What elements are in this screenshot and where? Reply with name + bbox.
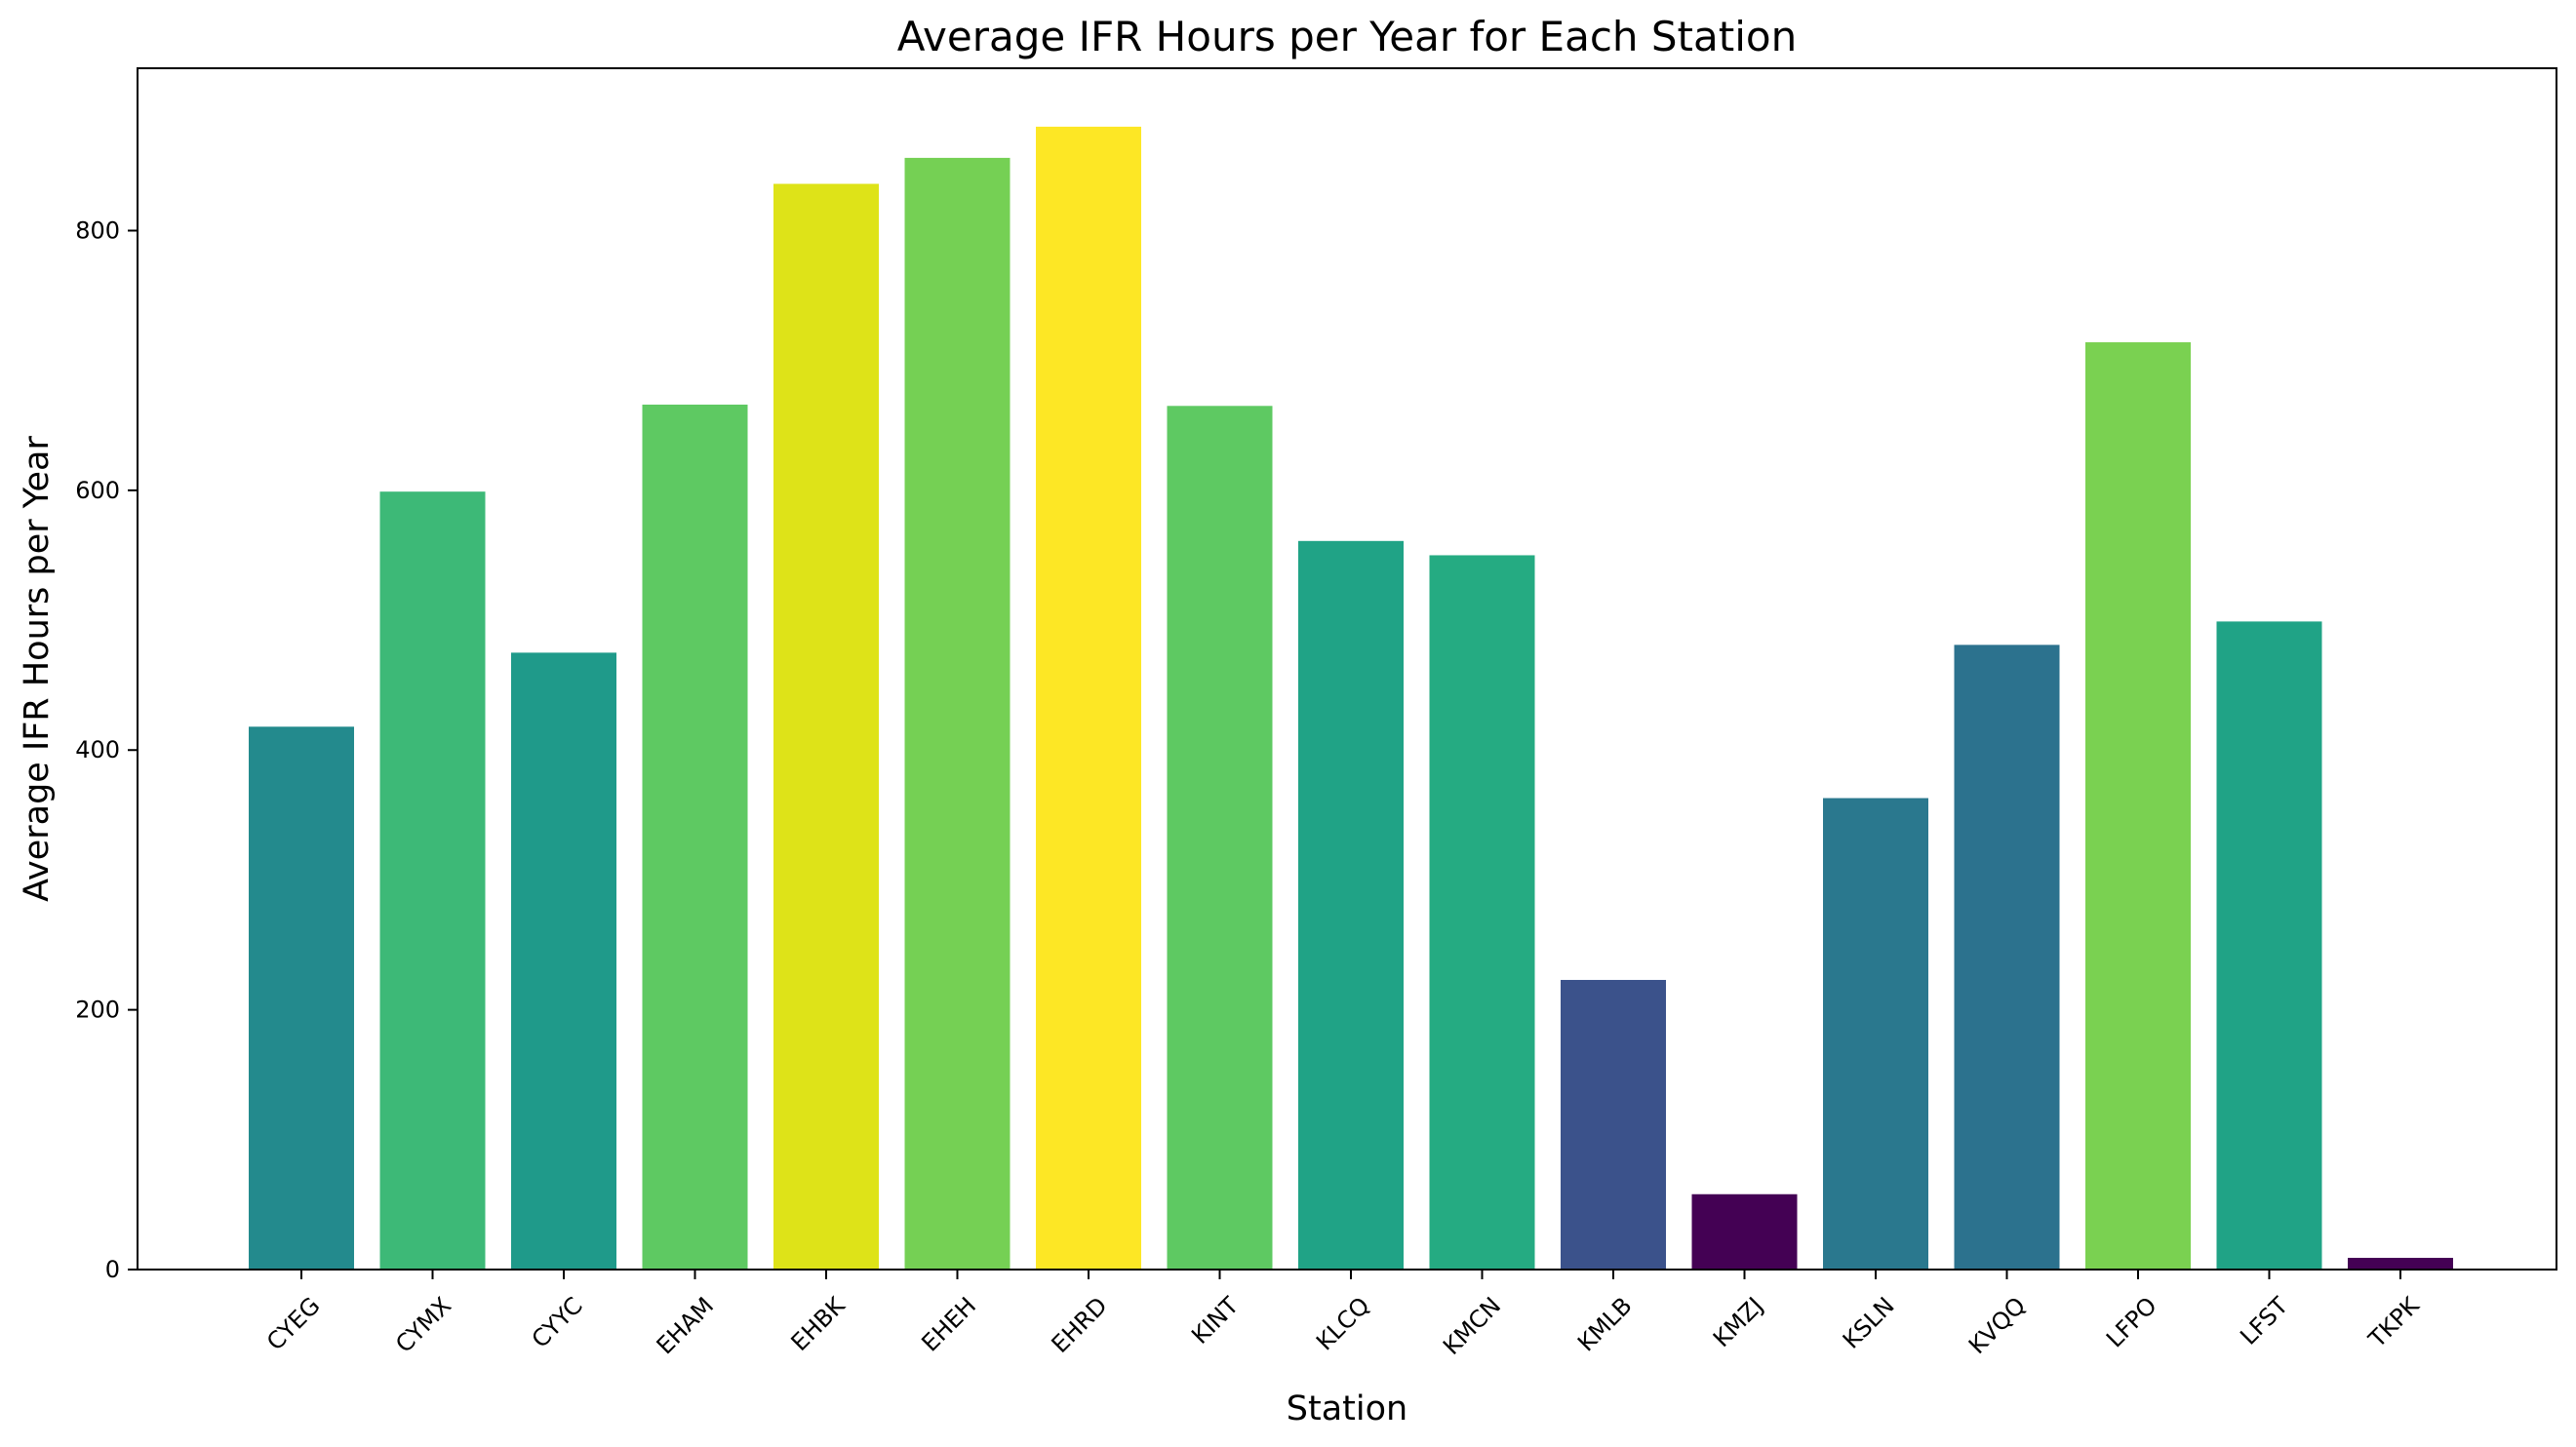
x-tick-label: LFST [2235,1292,2293,1350]
bar-kint [1167,406,1273,1271]
bar-kmcn [1429,555,1535,1270]
bar-lfpo [2085,342,2191,1270]
bar-kmlb [1561,979,1666,1270]
bar-eheh [904,157,1011,1271]
y-tick-label: 600 [75,477,120,504]
bar-eham [642,404,748,1271]
bar-ehbk [773,183,879,1271]
y-axis: 0 200 400 600 800 [75,216,138,1283]
x-tick-label: TKPK [2362,1291,2425,1353]
plot-frame [137,67,2557,1271]
x-tick-label: EHEH [916,1292,981,1357]
bar-kmzj [1691,1193,1798,1270]
x-axis-label: Station [1287,1389,1407,1428]
x-tick-label: KMZJ [1708,1292,1768,1352]
x-axis: CYEG CYMX CYYC EHAM EHBK EHEH EHRD KINT KLCQ KMCN… [261,1270,2426,1360]
x-tick-label: EHBK [786,1291,852,1356]
chart-title: Average IFR Hours per Year for Each Stat… [897,13,1797,60]
y-tick-label: 400 [75,736,120,763]
x-tick-label: LFPO [2101,1292,2162,1353]
y-tick-label: 200 [75,997,120,1024]
bar-cymx [379,491,486,1270]
bar-klcq [1298,540,1404,1270]
x-tick-label: EHAM [652,1292,720,1360]
x-tick-label: KMCN [1438,1292,1506,1360]
x-tick-label: CYEG [261,1292,326,1356]
x-tick-label: KVQQ [1963,1292,2031,1359]
bars-group [249,126,2453,1271]
y-tick-label: 0 [105,1256,120,1283]
bar-kvqq [1954,645,2060,1270]
x-tick-label: KLCQ [1311,1292,1375,1356]
x-tick-label: CYMX [390,1292,456,1358]
bar-cyyc [511,652,616,1270]
bar-ksln [1823,798,1928,1270]
bar-lfst [2216,621,2322,1270]
x-tick-label: KMLB [1572,1292,1638,1357]
bar-tkpk [2348,1258,2453,1270]
bar-cyeg [249,726,354,1270]
y-tick-label: 800 [75,216,120,244]
x-tick-label: CYYC [527,1292,588,1353]
x-tick-label: KSLN [1838,1292,1900,1354]
y-axis-label: Average IFR Hours per Year [18,435,57,901]
x-tick-label: KINT [1186,1292,1244,1349]
x-tick-label: EHRD [1047,1292,1113,1358]
bar-ehrd [1036,126,1141,1270]
